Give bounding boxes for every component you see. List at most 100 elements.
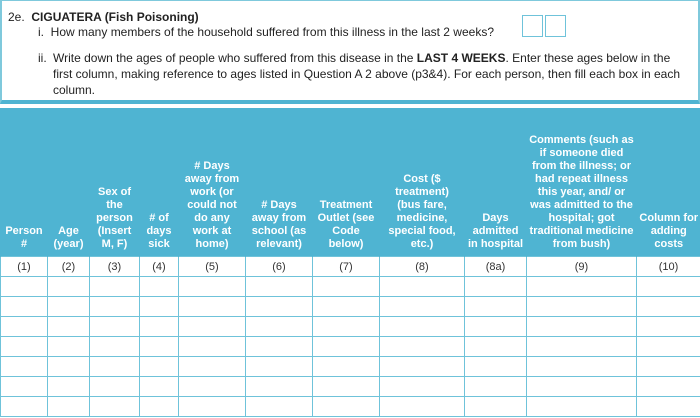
entry-cell[interactable] bbox=[0, 336, 48, 357]
entry-cell[interactable] bbox=[89, 316, 140, 337]
entry-cell[interactable] bbox=[464, 376, 527, 397]
entry-cell[interactable] bbox=[636, 396, 700, 417]
entry-cell[interactable] bbox=[178, 376, 246, 397]
entry-cell[interactable] bbox=[0, 316, 48, 337]
entry-cell[interactable] bbox=[526, 376, 637, 397]
entry-cell[interactable] bbox=[526, 296, 637, 317]
entry-cell[interactable] bbox=[636, 276, 700, 297]
entry-cell[interactable] bbox=[636, 376, 700, 397]
question-number: 2e. bbox=[8, 10, 25, 24]
entry-cell[interactable] bbox=[464, 316, 527, 337]
question-part-ii: ii. Write down the ages of people who su… bbox=[38, 50, 688, 98]
entry-cell[interactable] bbox=[312, 376, 380, 397]
entry-cell[interactable] bbox=[89, 376, 140, 397]
entry-cell[interactable] bbox=[139, 336, 179, 357]
entry-cell[interactable] bbox=[312, 336, 380, 357]
entry-cell[interactable] bbox=[89, 336, 140, 357]
entry-cell[interactable] bbox=[464, 276, 527, 297]
entry-cell[interactable] bbox=[139, 396, 179, 417]
entry-cell[interactable] bbox=[526, 356, 637, 377]
column-header: Days admitted in hospital bbox=[464, 108, 527, 257]
entry-cell[interactable] bbox=[245, 316, 313, 337]
part-i-number: i. bbox=[38, 25, 44, 39]
entry-cell[interactable] bbox=[245, 376, 313, 397]
entry-cell[interactable] bbox=[47, 276, 90, 297]
entry-cell[interactable] bbox=[312, 396, 380, 417]
entry-cell[interactable] bbox=[379, 316, 465, 337]
entry-cell[interactable] bbox=[526, 276, 637, 297]
column-header: Cost ($ treatment) (bus fare, medicine, … bbox=[379, 108, 465, 257]
table-row bbox=[0, 296, 700, 317]
answer-box-digit-2[interactable] bbox=[545, 15, 566, 37]
entry-cell[interactable] bbox=[636, 336, 700, 357]
entry-cell[interactable] bbox=[526, 336, 637, 357]
entry-cell[interactable] bbox=[379, 296, 465, 317]
entry-cell[interactable] bbox=[47, 296, 90, 317]
column-header: Column for adding costs bbox=[636, 108, 700, 257]
entry-cell[interactable] bbox=[139, 356, 179, 377]
column-header: Treatment Outlet (see Code below) bbox=[312, 108, 380, 257]
entry-cell[interactable] bbox=[464, 356, 527, 377]
question-heading: CIGUATERA (Fish Poisoning) bbox=[31, 10, 199, 24]
entry-cell[interactable] bbox=[47, 336, 90, 357]
entry-cell[interactable] bbox=[139, 376, 179, 397]
entry-cell[interactable] bbox=[0, 376, 48, 397]
entry-cell[interactable] bbox=[312, 296, 380, 317]
entry-cell[interactable] bbox=[178, 396, 246, 417]
entry-cell[interactable] bbox=[636, 356, 700, 377]
entry-cell[interactable] bbox=[89, 296, 140, 317]
entry-cell[interactable] bbox=[139, 296, 179, 317]
entry-cell[interactable] bbox=[89, 356, 140, 377]
entry-cell[interactable] bbox=[379, 336, 465, 357]
entry-cell[interactable] bbox=[379, 376, 465, 397]
entry-cell[interactable] bbox=[464, 296, 527, 317]
part-ii-bold: LAST 4 WEEKS bbox=[416, 51, 506, 65]
entry-cell[interactable] bbox=[526, 316, 637, 337]
entry-cell[interactable] bbox=[464, 336, 527, 357]
entry-cell[interactable] bbox=[178, 296, 246, 317]
entry-cell[interactable] bbox=[312, 276, 380, 297]
entry-cell[interactable] bbox=[245, 356, 313, 377]
entry-cell[interactable] bbox=[178, 356, 246, 377]
column-number: (10) bbox=[636, 256, 700, 277]
column-header: Person # bbox=[0, 108, 48, 257]
entry-cell[interactable] bbox=[47, 396, 90, 417]
table-row bbox=[0, 316, 700, 337]
entry-cell[interactable] bbox=[0, 276, 48, 297]
entry-cell[interactable] bbox=[245, 396, 313, 417]
entry-cell[interactable] bbox=[0, 356, 48, 377]
entry-cell[interactable] bbox=[47, 316, 90, 337]
entry-cell[interactable] bbox=[47, 356, 90, 377]
answer-box-digit-1[interactable] bbox=[522, 15, 543, 37]
column-number: (3) bbox=[89, 256, 140, 277]
entry-cell[interactable] bbox=[526, 396, 637, 417]
entry-cell[interactable] bbox=[636, 296, 700, 317]
entry-cell[interactable] bbox=[464, 396, 527, 417]
entry-cell[interactable] bbox=[89, 276, 140, 297]
entry-cell[interactable] bbox=[0, 296, 48, 317]
entry-cell[interactable] bbox=[312, 316, 380, 337]
entry-cell[interactable] bbox=[312, 356, 380, 377]
entry-cell[interactable] bbox=[636, 316, 700, 337]
entry-cell[interactable] bbox=[89, 396, 140, 417]
entry-cell[interactable] bbox=[47, 376, 90, 397]
entry-cell[interactable] bbox=[245, 276, 313, 297]
column-number: (8a) bbox=[464, 256, 527, 277]
column-header: # Days away from school (as relevant) bbox=[245, 108, 313, 257]
entry-cell[interactable] bbox=[178, 276, 246, 297]
entry-cell[interactable] bbox=[178, 336, 246, 357]
entry-cell[interactable] bbox=[0, 396, 48, 417]
entry-cell[interactable] bbox=[245, 336, 313, 357]
question-part-i: i. How many members of the household suf… bbox=[38, 25, 494, 39]
part-ii-number: ii. bbox=[38, 51, 47, 65]
header-row: Person # Age (year) Sex of the person (Ins… bbox=[0, 108, 700, 257]
entry-cell[interactable] bbox=[178, 316, 246, 337]
entry-cell[interactable] bbox=[139, 316, 179, 337]
entry-cell[interactable] bbox=[379, 356, 465, 377]
entry-cell[interactable] bbox=[379, 396, 465, 417]
entry-cell[interactable] bbox=[139, 276, 179, 297]
entry-cell[interactable] bbox=[379, 276, 465, 297]
entry-cell[interactable] bbox=[245, 296, 313, 317]
table-row bbox=[0, 336, 700, 357]
